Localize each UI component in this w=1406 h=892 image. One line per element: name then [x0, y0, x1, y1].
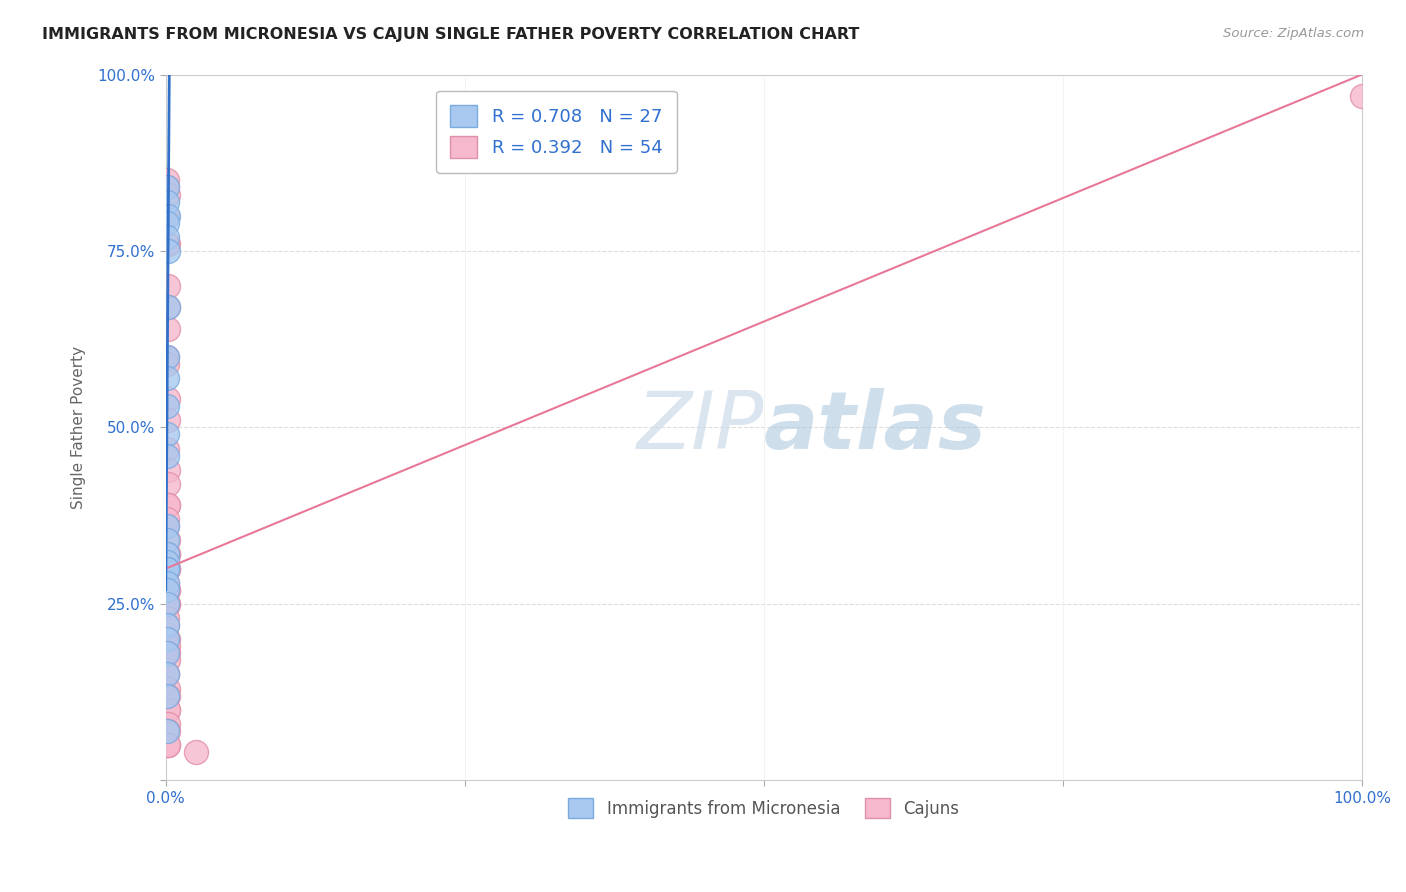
Point [156, 618, 179, 632]
Point [156, 180, 179, 194]
Point [157, 413, 180, 427]
Point [157, 279, 180, 293]
Point [156, 209, 179, 223]
Point [156, 209, 179, 223]
Point [156, 667, 179, 681]
Point [184, 745, 207, 759]
Point [156, 194, 179, 209]
Point [156, 173, 179, 187]
Point [156, 646, 179, 660]
Point [156, 561, 179, 575]
Point [156, 689, 179, 703]
Point [156, 442, 179, 456]
Point [156, 357, 179, 371]
Point [156, 716, 179, 731]
Point [156, 548, 179, 562]
Text: ZIP: ZIP [637, 388, 763, 467]
Point [156, 611, 179, 625]
Point [156, 519, 179, 533]
Point [156, 187, 179, 202]
Point [156, 449, 179, 463]
Text: atlas: atlas [763, 388, 987, 467]
Point [157, 498, 180, 512]
Point [156, 554, 179, 568]
Point [157, 321, 180, 335]
Point [156, 653, 179, 667]
Point [156, 561, 179, 575]
Point [156, 597, 179, 611]
Point [156, 548, 179, 562]
Point [156, 597, 179, 611]
Point [156, 689, 179, 703]
Point [156, 597, 179, 611]
Point [156, 723, 179, 738]
Point [156, 618, 179, 632]
Point [157, 703, 180, 717]
Point [156, 399, 179, 413]
Point [157, 738, 180, 752]
Point [156, 639, 179, 653]
Point [156, 554, 179, 568]
Text: Source: ZipAtlas.com: Source: ZipAtlas.com [1223, 27, 1364, 40]
Point [156, 667, 179, 681]
Point [156, 244, 179, 258]
Point [156, 301, 179, 315]
Point [156, 582, 179, 597]
Point [157, 582, 180, 597]
Point [157, 476, 180, 491]
Legend: Immigrants from Micronesia, Cajuns: Immigrants from Micronesia, Cajuns [561, 791, 966, 825]
Y-axis label: Single Father Poverty: Single Father Poverty [72, 346, 86, 509]
Point [156, 350, 179, 364]
Point [156, 582, 179, 597]
Point [156, 533, 179, 548]
Point [156, 575, 179, 590]
Point [156, 646, 179, 660]
Point [156, 632, 179, 647]
Point [156, 392, 179, 407]
Point [156, 582, 179, 597]
Point [156, 575, 179, 590]
Point [156, 519, 179, 533]
Point [156, 667, 179, 681]
Point [156, 427, 179, 442]
Point [156, 738, 179, 752]
Point [156, 371, 179, 385]
Point [156, 689, 179, 703]
Point [156, 561, 179, 575]
Point [156, 236, 179, 251]
Point [156, 230, 179, 244]
Point [156, 512, 179, 526]
Point [156, 632, 179, 647]
Point [156, 236, 179, 251]
Point [156, 738, 179, 752]
Text: IMMIGRANTS FROM MICRONESIA VS CAJUN SINGLE FATHER POVERTY CORRELATION CHART: IMMIGRANTS FROM MICRONESIA VS CAJUN SING… [42, 27, 859, 42]
Point [157, 301, 180, 315]
Point [156, 632, 179, 647]
Point [156, 216, 179, 230]
Point [157, 498, 180, 512]
Point [157, 703, 180, 717]
Point [156, 463, 179, 477]
Point [157, 548, 180, 562]
Point [157, 681, 180, 696]
Point [156, 350, 179, 364]
Point [157, 561, 180, 575]
Point [156, 180, 179, 194]
Point [156, 646, 179, 660]
Point [156, 723, 179, 738]
Point [1351, 88, 1374, 103]
Point [156, 533, 179, 548]
